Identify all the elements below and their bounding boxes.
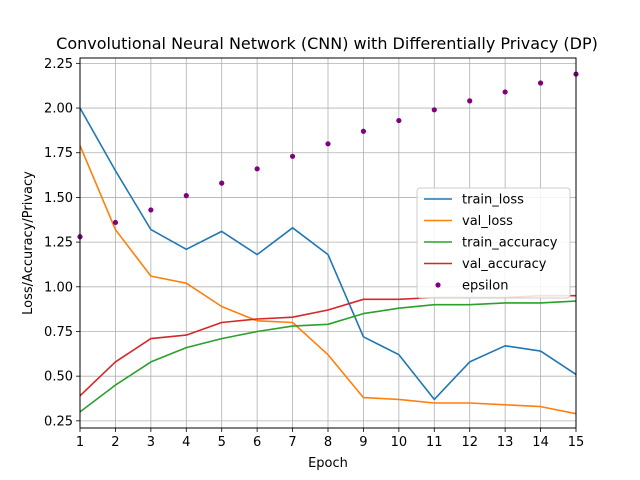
legend-label-epsilon: epsilon (462, 279, 508, 294)
epsilon-point (254, 166, 260, 172)
chart-title: Convolutional Neural Network (CNN) with … (56, 34, 598, 53)
x-tick-label: 2 (111, 435, 119, 450)
y-tick-label: 1.25 (44, 236, 73, 251)
x-tick-label: 10 (391, 435, 408, 450)
val_loss-line (79, 145, 577, 415)
x-tick-label: 9 (359, 435, 367, 450)
x-tick-label: 7 (288, 435, 296, 450)
epsilon-point (148, 207, 154, 213)
train_loss-line (79, 107, 577, 401)
legend-marker-epsilon (435, 282, 441, 288)
series-layer (77, 71, 579, 415)
y-axis: 0.25 0.50 0.75 1.00 1.25 1.50 1.75 2.00 2.25 (44, 57, 80, 429)
x-axis-label: Epoch (308, 456, 348, 471)
legend-label-val_accuracy: val_accuracy (462, 257, 547, 272)
epsilon-point (112, 219, 119, 226)
y-tick-label: 0.50 (44, 370, 73, 385)
y-tick-label: 0.75 (44, 325, 73, 340)
legend-label-val_loss: val_loss (462, 214, 513, 229)
y-tick-label: 2.00 (44, 102, 73, 117)
x-tick-label: 14 (532, 435, 549, 450)
epsilon-point (183, 193, 189, 199)
y-tick-label: 1.00 (44, 280, 73, 295)
legend-box (416, 187, 571, 299)
y-axis-label: Loss/Accuracy/Privacy (21, 171, 36, 315)
epsilon-point (360, 128, 367, 134)
epsilon-point (537, 80, 544, 86)
y-tick-label: 1.75 (44, 146, 73, 161)
x-tick-label: 12 (461, 435, 478, 450)
x-tick-label: 3 (147, 435, 155, 450)
x-tick-label: 15 (568, 435, 585, 450)
y-tick-label: 1.50 (44, 191, 73, 206)
x-tick-label: 11 (426, 435, 443, 450)
y-tick-label: 0.25 (44, 414, 73, 429)
x-axis: 1 2 3 4 5 6 7 8 9 10 11 12 13 14 15 (76, 428, 584, 450)
epsilon-point (467, 98, 473, 104)
x-tick-label: 1 (76, 435, 84, 450)
x-tick-label: 13 (497, 435, 514, 450)
epsilon-point (431, 107, 437, 113)
x-tick-label: 5 (218, 435, 226, 450)
y-tick-label: 2.25 (44, 57, 73, 72)
legend-label-train_accuracy: train_accuracy (462, 236, 558, 251)
x-tick-label: 6 (253, 435, 261, 450)
x-tick-label: 4 (182, 435, 190, 450)
epsilon-point (502, 89, 508, 95)
legend: train_loss val_loss train_accuracy val_accu… (416, 187, 571, 299)
train_accuracy-line (79, 300, 577, 413)
x-tick-label: 8 (324, 435, 332, 450)
epsilon-point (396, 117, 402, 124)
epsilon-point (325, 141, 331, 147)
epsilon-point (219, 180, 225, 186)
legend-label-train_loss: train_loss (462, 193, 524, 208)
epsilon-point (289, 153, 296, 159)
